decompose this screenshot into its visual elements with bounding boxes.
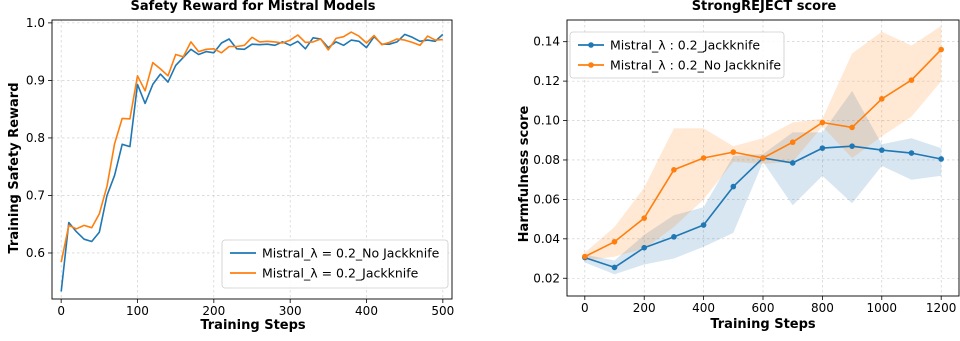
series-0-point (641, 244, 648, 251)
series-0-point (730, 183, 737, 190)
series-1-point (582, 253, 588, 260)
legend-box (569, 31, 785, 79)
y-axis-label: Harmfulness score (517, 105, 532, 242)
x-tick-label: 0 (57, 304, 65, 318)
y-tick-label: 0.12 (533, 74, 560, 88)
series-0-point (700, 222, 707, 228)
legend-label: Mistral_λ : 0.2_Jackknife (610, 38, 760, 53)
series-0-point (849, 143, 855, 149)
legend-label: Mistral_λ = 0.2_No Jackknife (262, 246, 440, 261)
legend-label: Mistral_λ = 0.2_Jackknife (262, 266, 419, 281)
y-tick-label: 0.04 (533, 232, 560, 246)
y-tick-label: 0.8 (26, 131, 45, 145)
plot-frame (51, 19, 453, 300)
x-tick-label: 1000 (867, 301, 898, 315)
y-axis-label: Training Safety Reward (7, 82, 22, 253)
legend: Mistral_λ : 0.2_Jackknife Mistral_λ : 0.2… (569, 31, 785, 79)
series-0-point (819, 145, 826, 151)
legend-marker (588, 42, 594, 48)
legend-marker (588, 62, 594, 68)
series-1-point (730, 149, 737, 155)
series-1-point (908, 77, 915, 83)
y-tick-label: 0.9 (26, 73, 45, 87)
x-axis-label: Training Steps (710, 317, 816, 332)
axis-ticks: 0 200 400 600 800 1000 1200 0.02 0.04 0.06 0.08 0.1… (533, 35, 956, 315)
series-1-point (849, 124, 855, 131)
y-tick-label: 1.0 (26, 16, 45, 30)
y-tick-label: 0.14 (533, 35, 560, 49)
series-1-line (60, 31, 443, 263)
chart-safety-reward: Safety Reward for Mistral Models 0 100 200… (7, 0, 454, 333)
confidence-bands (584, 25, 942, 275)
y-tick-label: 0.10 (533, 114, 560, 128)
series-1-point (789, 139, 796, 146)
chart-title: StrongREJECT score (692, 0, 837, 14)
series-1-point (819, 119, 826, 126)
x-axis-label: Training Steps (200, 318, 306, 333)
series-1-point (641, 215, 648, 221)
series-1-point (671, 167, 677, 173)
series-0-point (878, 147, 885, 153)
series-0-band (584, 91, 942, 275)
x-tick-label: 200 (202, 304, 225, 318)
series-1-point (760, 155, 766, 161)
series-lines (582, 46, 944, 271)
x-tick-label: 100 (126, 304, 149, 318)
x-tick-label: 0 (581, 301, 589, 315)
legend-box (221, 239, 449, 289)
x-tick-label: 600 (752, 301, 775, 315)
x-tick-label: 400 (692, 301, 715, 315)
x-tick-label: 300 (279, 304, 302, 318)
series-0-point (908, 150, 915, 156)
y-tick-label: 0.06 (533, 192, 560, 206)
series-1-point (700, 155, 707, 161)
y-tick-label: 0.08 (533, 153, 560, 167)
y-tick-label: 0.02 (533, 271, 560, 285)
x-tick-label: 500 (431, 304, 454, 318)
series-0-point (671, 234, 677, 240)
series-1-point (611, 238, 618, 245)
x-tick-label: 800 (811, 301, 834, 315)
y-tick-label: 0.7 (26, 188, 45, 202)
series-0-point (938, 156, 944, 162)
series-0-point (611, 264, 618, 271)
legend: Mistral_λ = 0.2_No Jackknife Mistral_λ = … (221, 239, 449, 289)
x-tick-label: 400 (355, 304, 378, 318)
series-lines (60, 31, 444, 292)
chart-title: Safety Reward for Mistral Models (131, 0, 376, 14)
series-0-point (789, 160, 796, 166)
series-1-band (584, 25, 942, 261)
chart-strongreject: StrongREJECT score 0 200 400 600 800 1000 1200… (517, 0, 960, 332)
x-tick-label: 200 (633, 301, 656, 315)
series-1-point (938, 46, 944, 53)
y-tick-label: 0.6 (26, 246, 45, 260)
legend-label: Mistral_λ : 0.2_No Jackknife (610, 58, 781, 73)
series-1-point (878, 96, 885, 102)
x-tick-label: 1200 (926, 301, 957, 315)
axis-ticks: 0 100 200 300 400 500 0.6 0.7 0.8 0.9 1.0 (26, 16, 454, 318)
